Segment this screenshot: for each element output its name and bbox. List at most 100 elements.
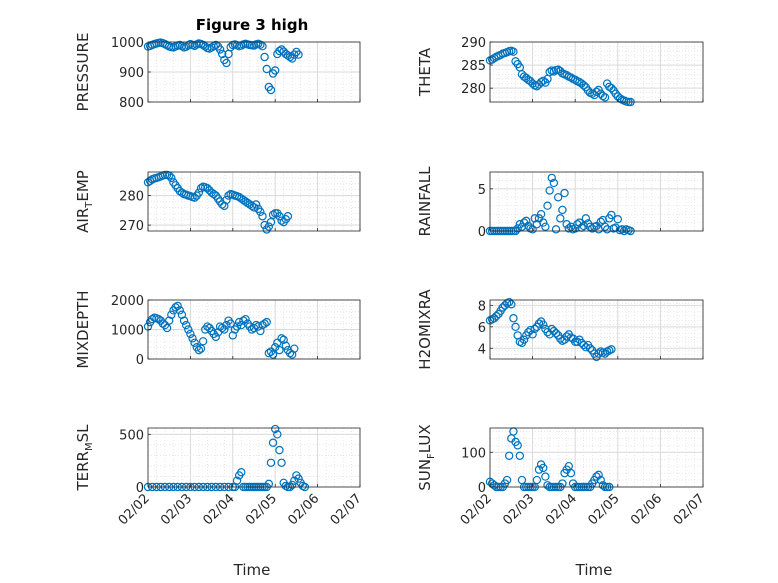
- data-point: [290, 50, 299, 59]
- data-point: [222, 58, 231, 68]
- subplot-mixdepth: 0 1000 2000 MIXDEPTH: [74, 290, 361, 369]
- data-point: [279, 335, 288, 345]
- data-point: [243, 198, 252, 208]
- data-point: [532, 82, 542, 91]
- data-point: [251, 320, 261, 330]
- axes-box: [489, 299, 704, 360]
- data-point: [256, 326, 265, 336]
- data-point: [271, 424, 280, 434]
- y-tick-label: 900: [119, 66, 144, 81]
- data-point: [541, 472, 550, 481]
- data-point: [164, 316, 174, 325]
- y-tick-label: 1000: [111, 36, 144, 51]
- axes-box: [489, 41, 704, 103]
- data-point: [579, 81, 588, 90]
- axes-box: [489, 171, 704, 232]
- data-point: [234, 192, 244, 202]
- data-point: [573, 337, 582, 347]
- data-point: [268, 350, 278, 359]
- data-point: [186, 329, 195, 339]
- data-point: [173, 301, 182, 311]
- data-point: [532, 475, 542, 485]
- data-point: [179, 316, 189, 325]
- subplot-h2omixra: 4 6 8 H2OMIXRA: [416, 289, 704, 370]
- data-point: [260, 52, 269, 62]
- y-axis-label: H2OMIXRA: [416, 289, 434, 370]
- y-tick-label: 8: [478, 299, 486, 314]
- data-point: [277, 216, 286, 225]
- data-point: [562, 71, 571, 80]
- data-point: [522, 216, 531, 226]
- data-point: [167, 173, 176, 183]
- data-point: [190, 338, 199, 347]
- data-point: [273, 430, 282, 439]
- data-point: [528, 330, 537, 339]
- y-tick-label: 270: [119, 219, 144, 234]
- data-point: [530, 324, 539, 334]
- y-tick-label: 0: [478, 225, 486, 240]
- data-point: [513, 224, 522, 233]
- data-point: [613, 214, 623, 224]
- data-point: [222, 195, 231, 205]
- data-point: [504, 451, 514, 460]
- data-point: [203, 322, 212, 331]
- data-point: [585, 222, 595, 231]
- data-point: [262, 64, 271, 74]
- data-point: [534, 465, 544, 474]
- data-point: [277, 458, 286, 467]
- data-point: [258, 212, 267, 221]
- data-point: [617, 225, 627, 234]
- y-tick-label: 0: [136, 353, 144, 368]
- y-tick-label: 280: [461, 82, 486, 97]
- data-point: [560, 188, 569, 198]
- data-point: [553, 193, 563, 202]
- data-point: [528, 79, 537, 88]
- data-point: [526, 325, 535, 335]
- data-point: [239, 316, 248, 325]
- data-point: [245, 200, 254, 209]
- data-point: [215, 45, 225, 54]
- y-axis-label: THETA: [416, 47, 434, 97]
- data-point: [592, 87, 601, 97]
- data-point: [220, 325, 229, 334]
- data-point: [539, 218, 548, 227]
- data-point: [264, 348, 274, 358]
- data-point: [148, 314, 157, 324]
- data-point: [281, 341, 290, 350]
- data-point: [167, 310, 176, 319]
- data-point: [539, 463, 548, 473]
- data-point: [536, 77, 546, 87]
- data-point: [571, 224, 580, 233]
- data-point: [515, 451, 525, 460]
- x-axis-label-right: Time: [575, 561, 613, 579]
- data-point: [528, 225, 537, 234]
- data-point: [260, 319, 269, 328]
- data-point: [607, 345, 616, 354]
- data-point: [524, 327, 533, 337]
- data-point: [258, 42, 267, 51]
- data-point: [549, 326, 559, 336]
- data-point: [541, 222, 550, 231]
- data-point: [507, 300, 516, 309]
- data-point: [224, 191, 233, 200]
- data-point: [556, 214, 565, 223]
- data-point: [551, 329, 561, 338]
- data-point: [268, 438, 278, 447]
- data-point: [203, 184, 212, 193]
- data-point: [534, 319, 544, 328]
- data-point: [287, 350, 297, 359]
- data-point: [271, 66, 280, 75]
- data-point: [536, 209, 546, 219]
- data-point: [277, 334, 286, 343]
- data-point: [277, 45, 286, 54]
- data-point: [290, 344, 299, 353]
- y-axis-label: TERRMSL: [74, 424, 95, 492]
- data-point: [251, 200, 261, 209]
- data-point: [194, 345, 204, 355]
- data-point: [266, 85, 276, 95]
- data-point: [571, 75, 580, 85]
- data-point: [285, 348, 295, 358]
- data-point: [549, 178, 559, 188]
- data-point: [175, 306, 184, 315]
